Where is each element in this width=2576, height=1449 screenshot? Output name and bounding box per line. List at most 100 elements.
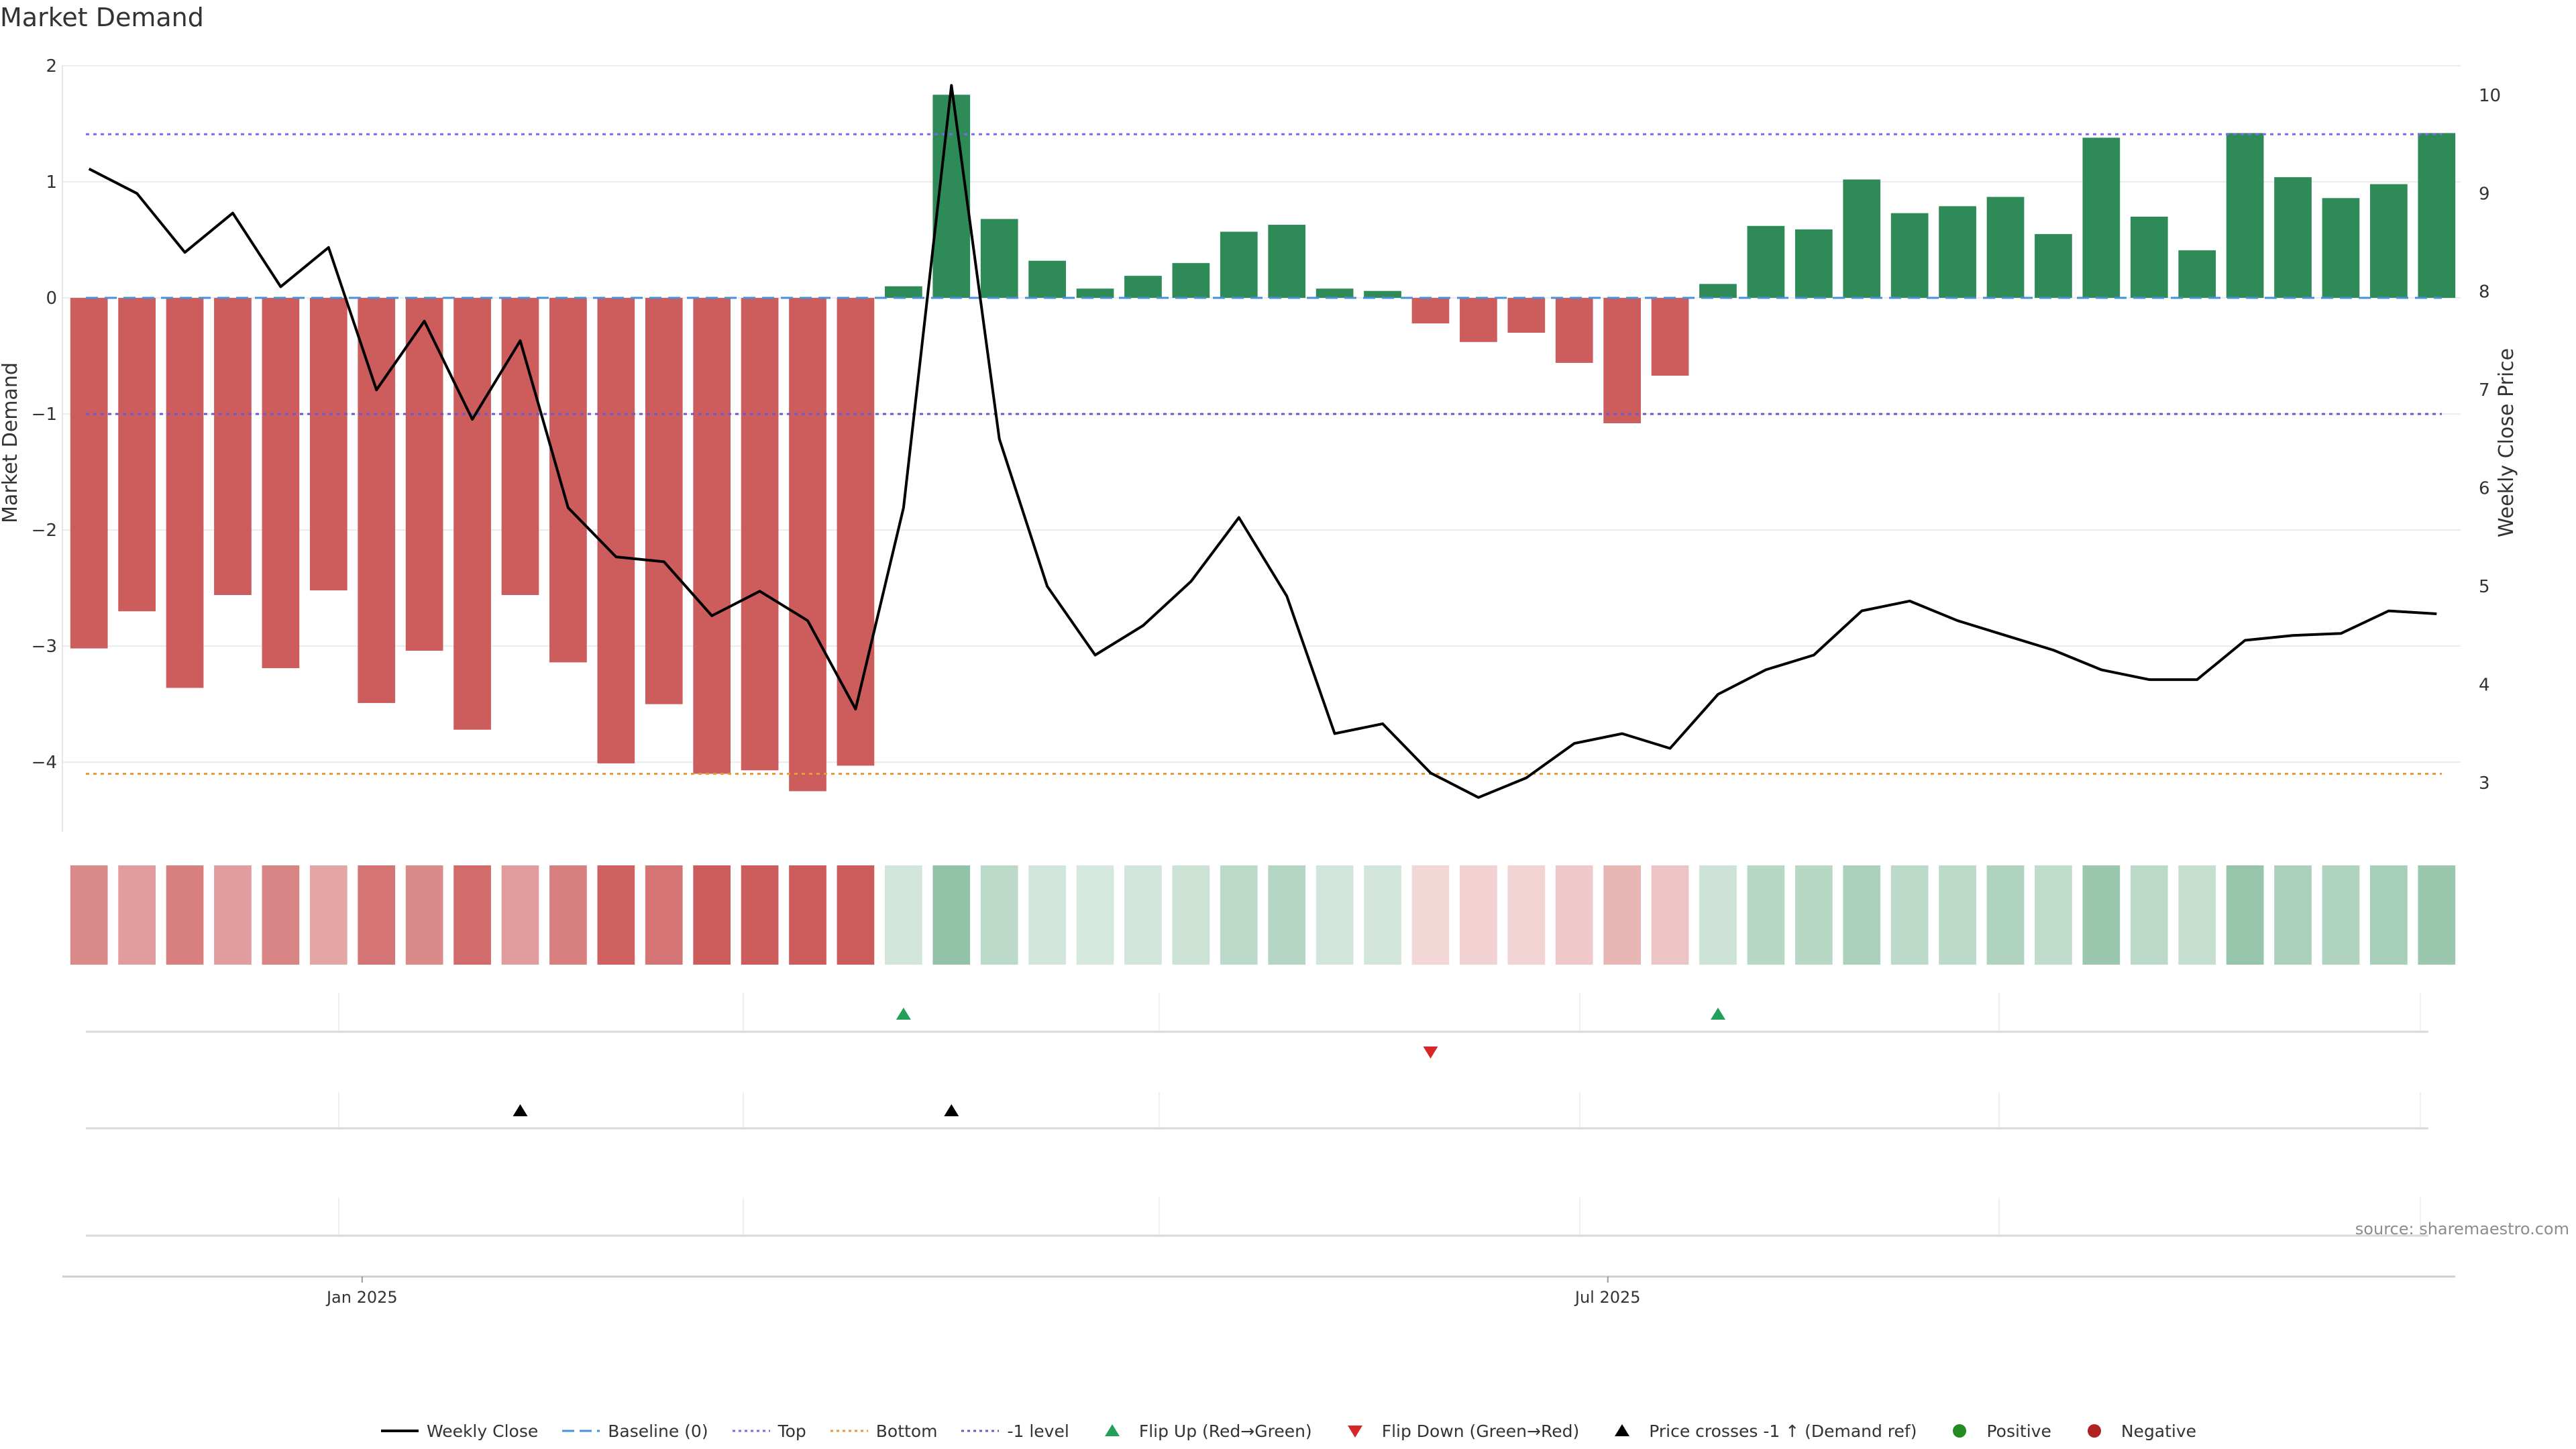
heat-cell [214,865,252,965]
legend-symbol-icon [961,1430,1000,1432]
heat-cell [597,865,635,965]
demand-bar [70,298,108,649]
demand-bar [2370,184,2408,299]
demand-bar [1028,260,1066,299]
heat-cell [1555,865,1593,965]
legend-item[interactable]: Negative [2074,1421,2196,1441]
legend-symbol-icon [562,1430,600,1432]
heat-cell [741,865,779,965]
heat-cell [2322,865,2360,965]
flip-up-marker [1710,1008,1725,1020]
legend-label: -1 level [1007,1421,1069,1441]
demand-bar [2130,216,2168,299]
heat-cell [1507,865,1546,965]
heat-cell [549,865,587,965]
heat-cell [262,865,300,965]
legend-item[interactable]: Weekly Close [380,1421,538,1441]
demand-bar [1364,290,1401,299]
demand-bar [693,298,731,774]
legend-item[interactable]: Flip Up (Red→Green) [1092,1421,1312,1441]
x-tick-label: Jul 2025 [1574,1288,1641,1307]
heat-cell [2418,865,2456,965]
demand-bar [884,286,922,299]
chart-title: Market Demand [0,3,204,32]
heat-cell [118,865,156,965]
legend-symbol-icon [1347,1426,1362,1438]
legend-label: Price crosses -1 ↑ (Demand ref) [1649,1421,1917,1441]
heat-cell [1603,865,1642,965]
heat-cell [789,865,826,965]
demand-bar [2178,250,2216,299]
y-tick-left: 2 [46,56,57,76]
heat-cell [70,865,108,965]
heat-cell [453,865,491,965]
demand-bar [1986,197,2025,299]
demand-bar [1220,231,1258,299]
legend-label: Flip Up (Red→Green) [1138,1421,1312,1441]
legend-item[interactable]: Baseline (0) [561,1421,708,1441]
legend-label: Positive [1986,1421,2051,1441]
demand-bar [1076,288,1114,299]
heat-cell [932,865,971,965]
y-tick-right: 8 [2479,282,2490,303]
legend-item[interactable]: Top [731,1421,806,1441]
y-tick-right: 7 [2479,380,2490,400]
y-tick-left: −1 [32,405,57,425]
heat-cell [980,865,1018,965]
heat-cell [2035,865,2072,965]
heat-cell [884,865,922,965]
demand-bar [453,298,491,730]
legend-symbol-icon [830,1430,868,1432]
demand-bar [1651,298,1689,376]
demand-bar [309,298,347,591]
heat-cell [1699,865,1737,965]
legend-symbol-icon [1615,1424,1630,1436]
legend-item[interactable]: Price crosses -1 ↑ (Demand ref) [1602,1421,1917,1441]
heat-cell [501,865,539,965]
y-tick-left: 0 [46,288,57,309]
heat-cell [2370,865,2408,965]
heat-cell [693,865,731,965]
heat-cell [1986,865,2025,965]
heat-cell [1651,865,1689,965]
price-cross-marker [944,1104,959,1116]
y-tick-right: 10 [2479,86,2501,106]
heat-cell [2178,865,2216,965]
x-tick-label: Jan 2025 [325,1288,398,1307]
y-axis-label-right: Weekly Close Price [2495,348,2518,537]
demand-bar [1460,298,1497,342]
heat-cell [2274,865,2312,965]
y-tick-left: −3 [32,637,57,657]
demand-bar [597,298,635,763]
demand-bar [2322,198,2360,299]
flip-up-marker [896,1008,911,1020]
demand-bar [1843,179,1881,299]
y-tick-right: 9 [2479,184,2490,204]
demand-bar [2418,133,2456,299]
y-tick-right: 4 [2479,675,2490,695]
legend-symbol-icon [732,1430,770,1432]
legend-label: Negative [2121,1421,2197,1441]
legend-label: Weekly Close [426,1421,539,1441]
legend-item[interactable]: -1 level [960,1421,1069,1441]
legend-item[interactable]: Positive [1939,1421,2051,1441]
demand-bar [405,298,443,651]
heat-cell [1890,865,1929,965]
demand-bar [1747,225,1785,299]
legend-symbol-icon [1953,1424,1967,1438]
demand-bar [2274,177,2312,299]
demand-bar [118,298,156,612]
legend-item[interactable]: Flip Down (Green→Red) [1335,1421,1579,1441]
demand-bar [789,298,826,792]
heat-cell [1460,865,1497,965]
demand-bar [1939,206,1976,299]
heat-cell [166,865,204,965]
demand-bar [549,298,587,663]
legend-item[interactable]: Bottom [829,1421,937,1441]
heat-cell [1172,865,1210,965]
heat-cell [837,865,875,965]
demand-bar [1890,213,1929,299]
demand-bar [741,298,779,771]
heat-cell [645,865,683,965]
